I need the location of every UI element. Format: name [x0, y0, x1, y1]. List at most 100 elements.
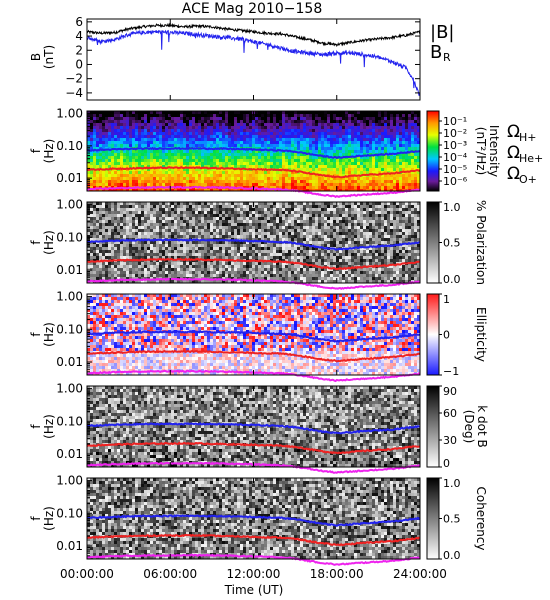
- y-axis-label: f: [29, 148, 43, 153]
- y-tick-label: 1.00: [56, 290, 83, 304]
- y-tick-label: 0.01: [56, 171, 83, 185]
- colorbar-tick-label: 0.0: [443, 549, 461, 562]
- panel-k-dot-b: 1.00 0.10 0.01 f (Hz) 90 60 30 0 k dot B(Deg): [29, 382, 489, 474]
- heatmap-cells: [87, 478, 420, 559]
- colorbar-tick-label: 10⁻¹: [443, 115, 467, 128]
- colorbar-tick-label: 0: [443, 457, 450, 470]
- colorbar-tick-label: 10⁻⁵: [443, 163, 467, 176]
- gyrofrequency-line-h-plus: [86, 238, 421, 251]
- gyrofrequency-line-h-plus: [86, 514, 421, 527]
- y-tick-label: −2: [65, 72, 83, 86]
- colorbar-label: % Polarization: [474, 200, 488, 285]
- colorbar-label: Ellipticity: [474, 307, 488, 362]
- x-tick-label: 12:00:00: [227, 567, 281, 581]
- gyrofrequency-line-he-plus: [86, 349, 421, 363]
- y-tick-label: 4: [75, 29, 83, 43]
- y-axis-label: B: [29, 53, 43, 61]
- colorbar: 10⁻¹10⁻²10⁻³10⁻⁴10⁻⁵10⁻⁶ Intensity(nT²/Hz…: [426, 110, 501, 192]
- y-tick-label: 1.00: [56, 198, 83, 212]
- y-axis-label: f: [29, 240, 43, 245]
- colorbar-tick-label: 60: [443, 407, 457, 420]
- colorbar-tick-label: 10⁻²: [443, 127, 467, 140]
- y-axis-unit: (Hz): [42, 414, 56, 439]
- legend-omega-subscript: He+: [519, 152, 543, 165]
- colorbar-tick-label: 0: [443, 329, 450, 342]
- y-tick-label: 1.00: [56, 107, 83, 121]
- colorbar-gradient: [426, 293, 440, 376]
- y-tick-label: 1.00: [56, 382, 83, 396]
- gyrofrequency-line-h-plus: [86, 146, 420, 160]
- y-axis-unit: (Hz): [42, 230, 56, 255]
- series-line-b-magnitude: [86, 22, 421, 48]
- y-tick-label: 0.10: [56, 506, 83, 520]
- y-axis-unit: (Hz): [42, 506, 56, 531]
- colorbar-gradient: [426, 110, 440, 192]
- x-axis-label: Time (UT): [224, 583, 284, 597]
- y-tick-label: 0.10: [56, 230, 83, 244]
- x-axis: 00:00:00 06:00:00 12:00:00 18:00:00 24:00:00…: [60, 567, 447, 597]
- y-tick-label: 1.00: [56, 474, 83, 488]
- gyrofrequency-line-he-plus: [86, 166, 421, 179]
- heatmap-cells: [87, 111, 420, 191]
- y-axis-unit: (Hz): [42, 139, 56, 164]
- x-tick-label: 06:00:00: [143, 567, 197, 581]
- gyrofrequency-line-h-plus: [86, 422, 421, 435]
- colorbar-tick-label: 0.5: [443, 237, 461, 250]
- legend-omega-he-plus: Ω: [507, 143, 520, 163]
- colorbar-tick-label: 1.0: [443, 201, 461, 214]
- colorbar-unit: (Deg): [462, 410, 476, 444]
- colorbar-label: Coherency: [474, 486, 488, 550]
- colorbar: 1 0 −1 Ellipticity: [426, 293, 488, 378]
- y-axis-label: f: [29, 516, 43, 521]
- colorbar-tick-label: 0.5: [443, 513, 461, 526]
- y-axis-label: f: [29, 332, 43, 337]
- colorbar-tick-label: 0.0: [443, 273, 461, 286]
- y-tick-label: 0.01: [56, 263, 83, 277]
- y-tick-label: 0.01: [56, 355, 83, 369]
- panel-coherency: 1.00 0.10 0.01 f (Hz) 1.0 0.5 0.0 Coherency: [29, 474, 488, 566]
- colorbar-label: Intensity: [487, 125, 501, 177]
- gyrofrequency-line-h-plus: [86, 330, 421, 343]
- y-tick-label: −4: [65, 86, 83, 100]
- colorbar-tick-label: 30: [443, 434, 457, 447]
- gyrofrequency-line-he-plus: [87, 533, 421, 547]
- colorbar-unit: (nT²/Hz): [474, 127, 488, 175]
- heatmap-cells: [87, 294, 420, 375]
- y-tick-label: 0.01: [56, 539, 83, 553]
- gyrofrequency-line-he-plus: [86, 257, 421, 271]
- colorbar-gradient: [426, 477, 440, 560]
- legend-omega-o-plus: Ω: [507, 164, 520, 184]
- colorbar-tick-label: 10⁻⁴: [443, 151, 468, 164]
- y-axis-unit: (Hz): [42, 322, 56, 347]
- colorbar: 1.0 0.5 0.0 Coherency: [426, 477, 488, 562]
- gyrofrequency-legend: Ω H+Ω He+Ω O+: [507, 122, 543, 186]
- legend-omega-subscript: H+: [519, 131, 537, 144]
- colorbar-tick-label: −1: [443, 365, 459, 378]
- colorbar: 1.0 0.5 0.0 % Polarization: [426, 200, 488, 286]
- panel-ellipticity: 1.00 0.10 0.01 f (Hz) 1 0 −1 Ellipticity: [29, 290, 488, 383]
- colorbar-tick-label: 90: [443, 385, 457, 398]
- y-tick-label: 2: [75, 43, 83, 57]
- legend-b-r-subscript: R: [443, 51, 451, 64]
- y-tick-label: 0.10: [56, 322, 83, 336]
- gyrofrequency-line-he-plus: [86, 441, 421, 455]
- panel-intensity: 1.00 0.10 0.01 f (Hz) 10⁻¹10⁻²10⁻³10⁻⁴10⁻⁵10⁻…: [29, 107, 543, 199]
- y-tick-label: 0.10: [56, 139, 83, 153]
- colorbar-gradient: [426, 385, 440, 468]
- colorbar-tick-label: 10⁻³: [443, 139, 467, 152]
- legend-b-magnitude: |B|: [430, 22, 454, 43]
- legend-omega-h-plus: Ω: [507, 122, 520, 142]
- y-axis-label: f: [29, 424, 43, 429]
- y-tick-label: 0.01: [56, 447, 83, 461]
- figure-title: ACE Mag 2010−158: [182, 1, 322, 17]
- colorbar-gradient: [426, 201, 440, 284]
- colorbar-tick-label: 1.0: [443, 477, 461, 490]
- legend-omega-subscript: O+: [519, 173, 537, 186]
- heatmap-cells: [87, 202, 420, 283]
- y-tick-label: 0.10: [56, 414, 83, 428]
- legend-b-r: B: [430, 42, 442, 63]
- x-tick-label: 18:00:00: [310, 567, 364, 581]
- panel-polarization: 1.00 0.10 0.01 f (Hz) 1.0 0.5 0.0 % Polarization: [29, 198, 488, 291]
